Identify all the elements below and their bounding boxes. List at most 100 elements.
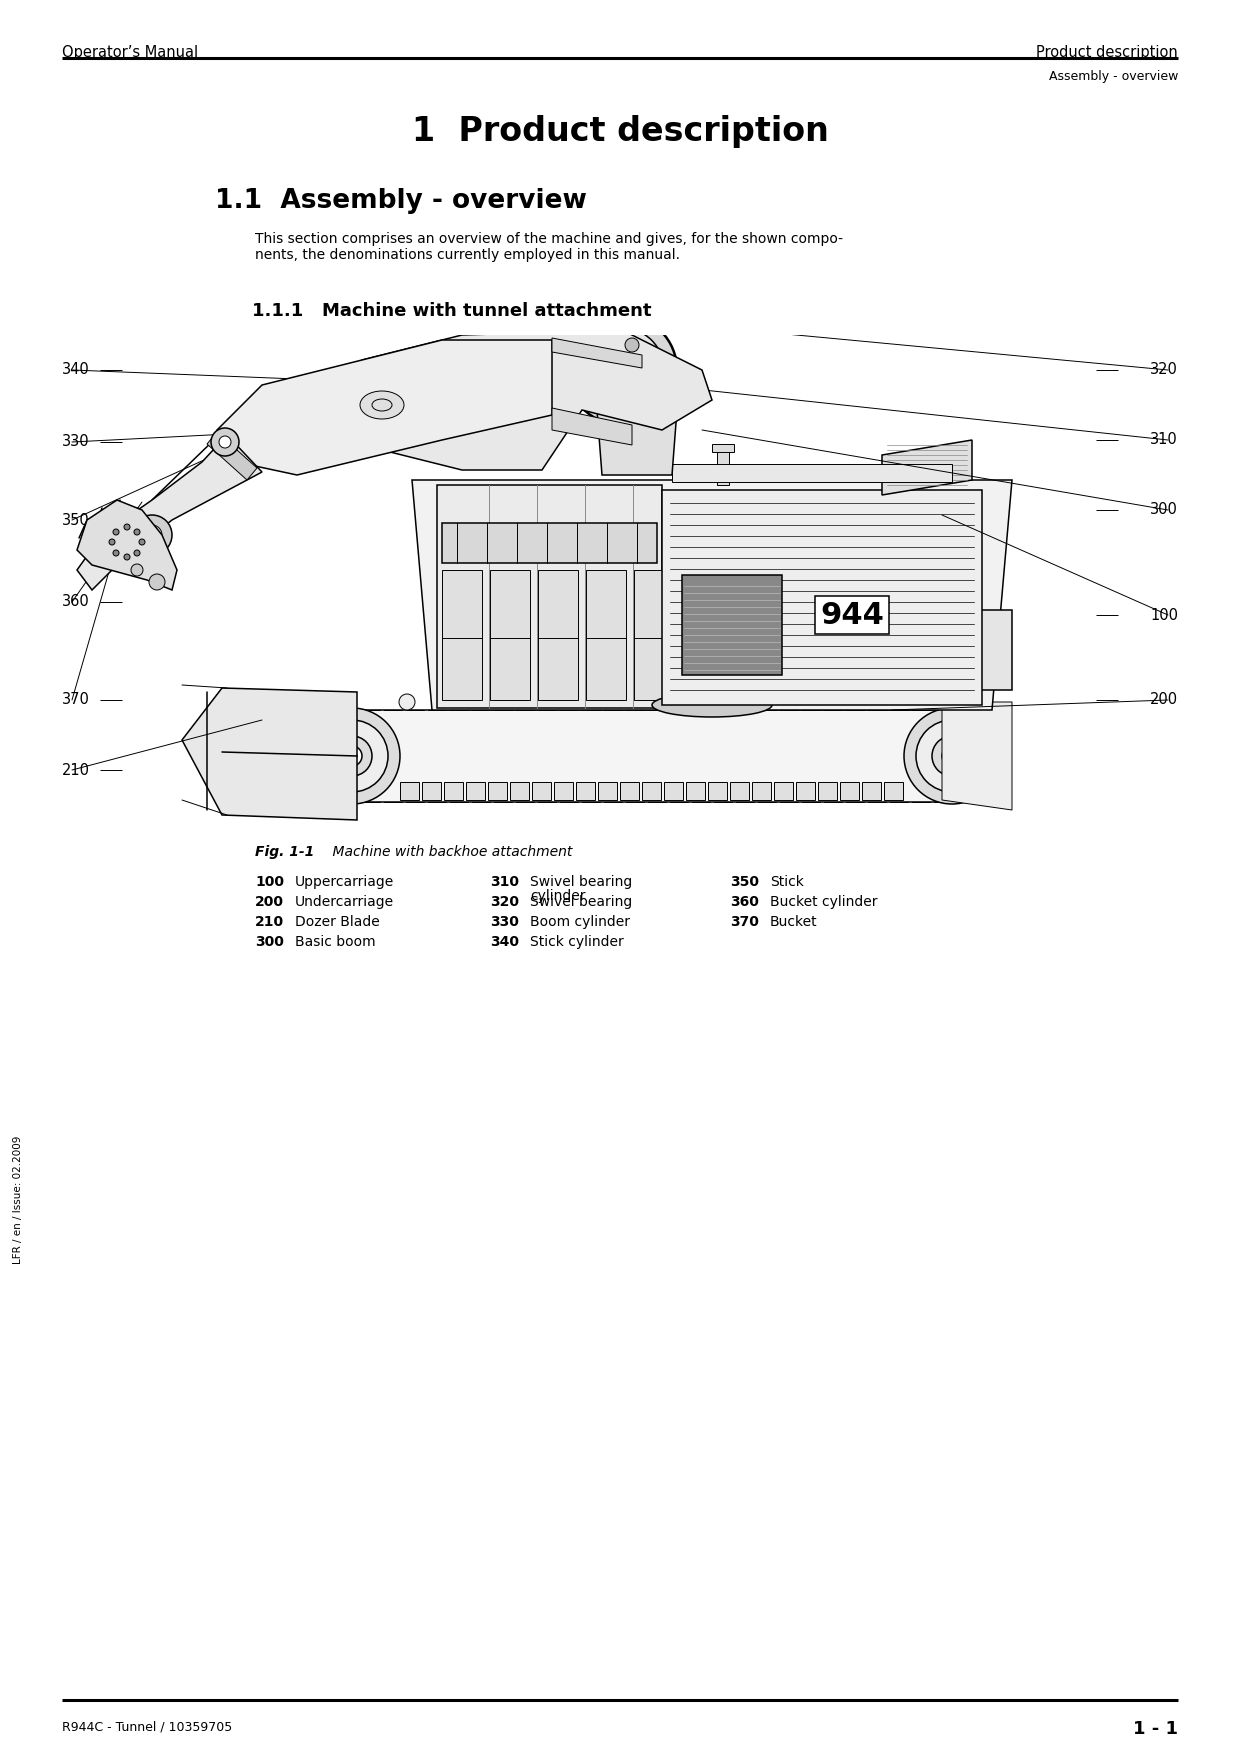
Text: 200: 200: [255, 895, 284, 909]
Ellipse shape: [124, 525, 130, 530]
Bar: [587, 570, 626, 700]
Text: 360: 360: [62, 595, 89, 609]
Polygon shape: [818, 783, 837, 800]
Text: 100: 100: [255, 876, 284, 890]
Text: 200: 200: [1149, 691, 1178, 707]
Ellipse shape: [579, 693, 595, 711]
Ellipse shape: [614, 362, 630, 377]
Text: 350: 350: [62, 512, 89, 528]
Polygon shape: [972, 611, 1012, 690]
Polygon shape: [662, 490, 982, 706]
Text: 350: 350: [730, 876, 759, 890]
Text: Operator’s Manual: Operator’s Manual: [62, 46, 198, 60]
Ellipse shape: [520, 693, 534, 711]
Bar: [672, 463, 952, 483]
Polygon shape: [796, 783, 815, 800]
Text: 1  Product description: 1 Product description: [412, 116, 828, 147]
Polygon shape: [663, 783, 683, 800]
Text: 944: 944: [820, 600, 884, 630]
Polygon shape: [774, 783, 794, 800]
Ellipse shape: [316, 720, 388, 792]
Text: LFR / en / Issue: 02.2009: LFR / en / Issue: 02.2009: [12, 1135, 24, 1264]
Polygon shape: [401, 783, 419, 800]
Ellipse shape: [601, 349, 642, 390]
Bar: [490, 570, 529, 700]
Ellipse shape: [113, 549, 119, 556]
Text: 360: 360: [730, 895, 759, 909]
Text: Bucket: Bucket: [770, 914, 817, 928]
Text: Basic boom: Basic boom: [295, 935, 376, 949]
Text: 370: 370: [62, 691, 89, 707]
Ellipse shape: [942, 746, 962, 765]
Ellipse shape: [139, 539, 145, 546]
Ellipse shape: [342, 746, 362, 765]
Polygon shape: [882, 441, 972, 495]
Text: nents, the denominations currently employed in this manual.: nents, the denominations currently emplo…: [255, 247, 680, 261]
Text: Uppercarriage: Uppercarriage: [295, 876, 394, 890]
Text: 320: 320: [490, 895, 520, 909]
Polygon shape: [532, 783, 551, 800]
Polygon shape: [708, 783, 727, 800]
Ellipse shape: [399, 693, 415, 711]
Ellipse shape: [625, 339, 639, 353]
Text: Dozer Blade: Dozer Blade: [295, 914, 379, 928]
Polygon shape: [577, 783, 595, 800]
Bar: [712, 444, 734, 453]
Polygon shape: [217, 340, 552, 476]
Ellipse shape: [759, 693, 775, 711]
Ellipse shape: [947, 751, 957, 762]
Polygon shape: [77, 500, 177, 590]
Text: 330: 330: [490, 914, 518, 928]
Text: 310: 310: [1151, 432, 1178, 448]
Ellipse shape: [143, 525, 162, 546]
Polygon shape: [942, 702, 1012, 811]
Polygon shape: [686, 783, 706, 800]
Polygon shape: [620, 783, 639, 800]
Ellipse shape: [613, 381, 632, 400]
Text: This section comprises an overview of the machine and gives, for the shown compo: This section comprises an overview of th…: [255, 232, 843, 246]
Ellipse shape: [904, 707, 999, 804]
Text: Fig. 1-1: Fig. 1-1: [255, 844, 314, 858]
Polygon shape: [466, 783, 485, 800]
Bar: [538, 570, 578, 700]
Polygon shape: [642, 783, 661, 800]
Polygon shape: [182, 688, 357, 820]
Polygon shape: [422, 783, 441, 800]
Text: 100: 100: [1149, 607, 1178, 623]
Ellipse shape: [124, 555, 130, 560]
Polygon shape: [412, 481, 1012, 711]
Text: 210: 210: [62, 763, 91, 777]
Ellipse shape: [818, 693, 835, 711]
Bar: [634, 570, 675, 700]
Ellipse shape: [131, 563, 143, 576]
Text: 300: 300: [255, 935, 284, 949]
Ellipse shape: [219, 435, 231, 448]
Polygon shape: [510, 783, 529, 800]
Text: Machine with backhoe attachment: Machine with backhoe attachment: [315, 844, 573, 858]
Text: 1.1.1   Machine with tunnel attachment: 1.1.1 Machine with tunnel attachment: [252, 302, 651, 319]
Ellipse shape: [332, 735, 372, 776]
Polygon shape: [436, 484, 662, 707]
Text: Boom cylinder: Boom cylinder: [529, 914, 630, 928]
Text: 340: 340: [490, 935, 520, 949]
Ellipse shape: [639, 693, 655, 711]
Ellipse shape: [211, 428, 239, 456]
Text: 370: 370: [730, 914, 759, 928]
Ellipse shape: [567, 314, 677, 425]
Text: Stick cylinder: Stick cylinder: [529, 935, 624, 949]
Text: 310: 310: [490, 876, 520, 890]
Ellipse shape: [932, 735, 972, 776]
Text: 1 - 1: 1 - 1: [1133, 1720, 1178, 1737]
Ellipse shape: [879, 693, 895, 711]
Ellipse shape: [360, 391, 404, 419]
Polygon shape: [552, 407, 632, 446]
Text: Undercarriage: Undercarriage: [295, 895, 394, 909]
Polygon shape: [554, 783, 573, 800]
Bar: [441, 570, 482, 700]
Polygon shape: [444, 783, 463, 800]
Ellipse shape: [113, 528, 119, 535]
Text: Stick: Stick: [770, 876, 804, 890]
Text: Bucket cylinder: Bucket cylinder: [770, 895, 878, 909]
Ellipse shape: [699, 693, 715, 711]
Ellipse shape: [109, 539, 115, 546]
